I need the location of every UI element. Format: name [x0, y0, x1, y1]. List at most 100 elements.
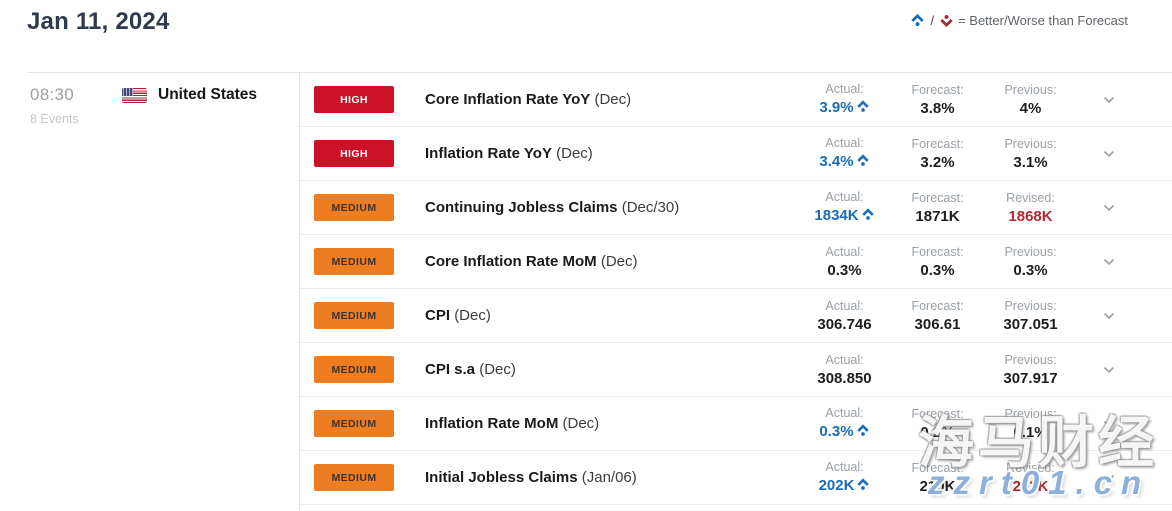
forecast-cell: [891, 368, 984, 371]
event-row[interactable]: HIGH Inflation Rate YoY (Dec) Actual: 3.…: [300, 127, 1172, 181]
previous-value: 307.917: [1003, 369, 1058, 387]
event-title: Initial Jobless Claims: [425, 469, 578, 486]
forecast-value: 1871K: [915, 207, 960, 225]
forecast-value: 0.2%: [920, 423, 955, 441]
session-events-count: 8 Events: [30, 112, 79, 126]
actual-cell: Actual: 202K: [798, 460, 891, 495]
forecast-cell: Forecast: 0.2%: [891, 407, 984, 441]
event-period: (Dec): [454, 307, 491, 324]
forecast-value: 306.61: [914, 315, 961, 333]
actual-value: 306.746: [817, 315, 872, 333]
event-title: Inflation Rate MoM: [425, 415, 559, 432]
actual-label: Actual:: [825, 136, 864, 150]
importance-badge: MEDIUM: [314, 302, 394, 329]
expand-row-button[interactable]: [1077, 469, 1140, 487]
actual-cell: Actual: 1834K: [798, 190, 891, 225]
legend-text: = Better/Worse than Forecast: [958, 13, 1128, 28]
expand-row-button[interactable]: [1077, 361, 1140, 379]
expand-row-button[interactable]: [1077, 415, 1140, 433]
forecast-cell: Forecast: 1871K: [891, 191, 984, 225]
actual-cell: Actual: 0.3%: [798, 406, 891, 441]
actual-label: Actual:: [825, 406, 864, 420]
previous-label: Previous:: [1004, 136, 1057, 151]
previous-cell: Previous: 307.917: [984, 353, 1077, 387]
expand-row-button[interactable]: [1077, 253, 1140, 271]
event-row[interactable]: MEDIUM Inflation Rate MoM (Dec) Actual: …: [300, 397, 1172, 451]
actual-label: Actual:: [825, 298, 864, 313]
actual-label: Actual:: [825, 244, 864, 259]
better-than-forecast-icon: [856, 100, 870, 117]
previous-label: Revised:: [1006, 460, 1055, 475]
event-name: Core Inflation Rate YoY (Dec): [425, 91, 798, 108]
event-name: Continuing Jobless Claims (Dec/30): [425, 199, 798, 216]
event-period: (Dec): [562, 415, 600, 432]
actual-value: 3.9%: [798, 99, 891, 117]
previous-value: 0.3%: [1013, 261, 1048, 279]
expand-row-button[interactable]: [1077, 307, 1140, 325]
forecast-label: Forecast:: [911, 244, 964, 259]
better-than-forecast-icon: [856, 424, 870, 441]
previous-cell: Previous: 0.3%: [984, 245, 1077, 279]
forecast-cell: Forecast: 306.61: [891, 299, 984, 333]
event-title: Core Inflation Rate MoM: [425, 253, 597, 270]
importance-badge: HIGH: [314, 86, 394, 113]
chevron-down-icon: [1103, 307, 1115, 325]
chevron-down-icon: [1103, 469, 1115, 487]
actual-label: Actual:: [825, 352, 864, 367]
actual-value: 308.850: [817, 369, 872, 387]
previous-value: 4%: [1019, 99, 1042, 117]
session-time: 08:30: [30, 85, 75, 104]
chevron-down-icon: [1103, 361, 1115, 379]
event-name: CPI s.a (Dec): [425, 361, 798, 378]
actual-value: 3.4%: [798, 153, 891, 171]
previous-value: 307.051: [1003, 315, 1058, 333]
event-row[interactable]: MEDIUM CPI s.a (Dec) Actual: 308.850 Pre…: [300, 343, 1172, 397]
chevron-down-icon: [1103, 253, 1115, 271]
actual-label: Actual:: [825, 460, 864, 474]
previous-cell: Previous: 307.051: [984, 299, 1077, 333]
event-row[interactable]: MEDIUM CPI (Dec) Actual: 306.746 Forecas…: [300, 289, 1172, 343]
actual-cell: Actual: 3.9%: [798, 82, 891, 117]
events-board: 08:30 8 Events United States HIGH Core I…: [27, 72, 1172, 511]
actual-value: 0.3%: [827, 261, 862, 279]
event-row[interactable]: MEDIUM Initial Jobless Claims (Jan/06) A…: [300, 451, 1172, 505]
event-period: (Dec): [479, 361, 516, 378]
expand-row-button[interactable]: [1077, 199, 1140, 217]
actual-label: Actual:: [825, 190, 864, 204]
previous-cell: Previous: 3.1%: [984, 137, 1077, 171]
event-title: Inflation Rate YoY: [425, 145, 552, 162]
actual-value: 202K: [798, 477, 891, 495]
country-header[interactable]: United States: [122, 86, 257, 104]
expand-row-button[interactable]: [1077, 145, 1140, 163]
importance-badge: MEDIUM: [314, 194, 394, 221]
event-title: Continuing Jobless Claims: [425, 199, 618, 216]
calendar-header: Jan 11, 2024 / = Better/Worse than Forec…: [0, 0, 1172, 72]
events-list: HIGH Core Inflation Rate YoY (Dec) Actua…: [300, 73, 1172, 511]
forecast-legend: / = Better/Worse than Forecast: [910, 13, 1128, 28]
actual-cell: Actual: 3.4%: [798, 136, 891, 171]
actual-cell: Actual: 0.3%: [798, 245, 891, 279]
previous-value: 1868K: [1008, 207, 1053, 225]
event-row[interactable]: HIGH Core Inflation Rate YoY (Dec) Actua…: [300, 73, 1172, 127]
better-than-forecast-icon: [861, 208, 875, 225]
legend-separator: /: [930, 13, 935, 28]
event-name: CPI (Dec): [425, 307, 798, 324]
importance-badge: HIGH: [314, 140, 394, 167]
chevron-down-icon: [1103, 199, 1115, 217]
actual-cell: Actual: 306.746: [798, 299, 891, 333]
previous-label: Previous:: [1004, 298, 1057, 313]
expand-row-button[interactable]: [1077, 91, 1140, 109]
better-than-forecast-icon: [856, 154, 870, 171]
actual-value: 0.3%: [798, 423, 891, 441]
forecast-value: 210K: [919, 477, 956, 495]
previous-cell: Previous: 0.1%: [984, 407, 1077, 441]
forecast-label: Forecast:: [911, 298, 964, 313]
forecast-value: 3.8%: [920, 99, 955, 117]
previous-label: Previous:: [1004, 82, 1057, 97]
event-row[interactable]: MEDIUM Continuing Jobless Claims (Dec/30…: [300, 181, 1172, 235]
worse-than-forecast-icon: [939, 13, 954, 28]
forecast-cell: Forecast: 3.8%: [891, 83, 984, 117]
previous-cell: Revised: 203K: [984, 461, 1077, 495]
event-row[interactable]: MEDIUM Core Inflation Rate MoM (Dec) Act…: [300, 235, 1172, 289]
previous-value: 203K: [1012, 477, 1049, 495]
